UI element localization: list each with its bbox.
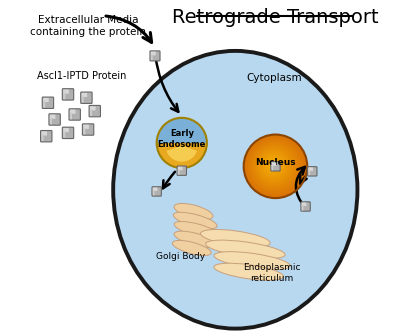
Wedge shape (166, 145, 196, 162)
FancyBboxPatch shape (63, 92, 65, 99)
FancyBboxPatch shape (41, 130, 52, 142)
Wedge shape (156, 143, 207, 168)
FancyBboxPatch shape (308, 170, 310, 175)
FancyBboxPatch shape (43, 98, 49, 102)
FancyBboxPatch shape (300, 202, 310, 211)
Circle shape (268, 161, 276, 169)
Circle shape (262, 155, 283, 176)
Ellipse shape (174, 231, 216, 247)
FancyBboxPatch shape (152, 187, 161, 196)
Circle shape (251, 142, 297, 189)
FancyBboxPatch shape (62, 127, 73, 138)
FancyBboxPatch shape (177, 166, 186, 175)
Ellipse shape (205, 240, 284, 258)
FancyBboxPatch shape (81, 96, 83, 102)
FancyBboxPatch shape (307, 167, 316, 176)
FancyBboxPatch shape (301, 203, 306, 206)
FancyBboxPatch shape (83, 128, 85, 134)
Text: Early
Endosome: Early Endosome (157, 129, 205, 149)
Ellipse shape (174, 204, 213, 219)
Wedge shape (156, 118, 207, 143)
FancyBboxPatch shape (70, 113, 72, 119)
Text: Nucleus: Nucleus (255, 158, 295, 167)
FancyBboxPatch shape (150, 52, 155, 55)
Text: Golgi Body: Golgi Body (155, 252, 204, 261)
FancyBboxPatch shape (82, 124, 93, 135)
FancyBboxPatch shape (177, 167, 182, 170)
FancyBboxPatch shape (150, 54, 152, 60)
FancyBboxPatch shape (41, 131, 47, 135)
Text: Ascl1-IPTD Protein: Ascl1-IPTD Protein (36, 71, 126, 81)
Ellipse shape (200, 229, 269, 247)
Circle shape (270, 163, 274, 167)
FancyBboxPatch shape (63, 89, 69, 94)
FancyBboxPatch shape (90, 109, 92, 116)
FancyBboxPatch shape (70, 110, 75, 114)
FancyBboxPatch shape (43, 101, 45, 108)
FancyBboxPatch shape (63, 128, 69, 132)
FancyBboxPatch shape (152, 187, 157, 191)
Text: Retrograde Transport: Retrograde Transport (172, 8, 378, 27)
FancyBboxPatch shape (41, 134, 43, 141)
FancyBboxPatch shape (150, 51, 160, 61)
Circle shape (243, 134, 306, 198)
Circle shape (266, 159, 279, 171)
Circle shape (264, 157, 281, 174)
Circle shape (253, 144, 295, 187)
FancyBboxPatch shape (177, 169, 179, 175)
FancyBboxPatch shape (81, 92, 92, 103)
Ellipse shape (213, 252, 290, 270)
Ellipse shape (173, 212, 217, 229)
Text: Cytoplasm: Cytoplasm (245, 73, 301, 83)
Circle shape (258, 151, 288, 180)
FancyBboxPatch shape (50, 115, 55, 119)
Text: Endoplasmic
reticulum: Endoplasmic reticulum (243, 263, 300, 283)
FancyBboxPatch shape (271, 165, 273, 170)
FancyBboxPatch shape (89, 106, 100, 117)
FancyBboxPatch shape (62, 89, 73, 100)
Circle shape (249, 140, 300, 192)
FancyBboxPatch shape (50, 118, 52, 124)
FancyBboxPatch shape (308, 167, 312, 171)
FancyBboxPatch shape (90, 106, 95, 111)
Ellipse shape (172, 241, 211, 256)
FancyBboxPatch shape (83, 125, 89, 129)
FancyBboxPatch shape (42, 97, 53, 109)
FancyBboxPatch shape (152, 190, 154, 195)
Ellipse shape (213, 263, 283, 280)
Circle shape (256, 149, 290, 182)
Circle shape (260, 153, 286, 178)
FancyBboxPatch shape (49, 114, 60, 125)
Circle shape (255, 146, 293, 185)
FancyBboxPatch shape (81, 93, 87, 97)
FancyBboxPatch shape (270, 162, 279, 171)
FancyBboxPatch shape (69, 109, 80, 120)
Circle shape (247, 138, 302, 194)
Ellipse shape (174, 221, 219, 238)
FancyBboxPatch shape (301, 205, 303, 210)
Circle shape (245, 136, 304, 196)
FancyBboxPatch shape (63, 131, 65, 138)
FancyBboxPatch shape (271, 162, 275, 166)
Text: Extracellular Media
containing the protein: Extracellular Media containing the prote… (30, 14, 146, 37)
Ellipse shape (113, 51, 356, 329)
